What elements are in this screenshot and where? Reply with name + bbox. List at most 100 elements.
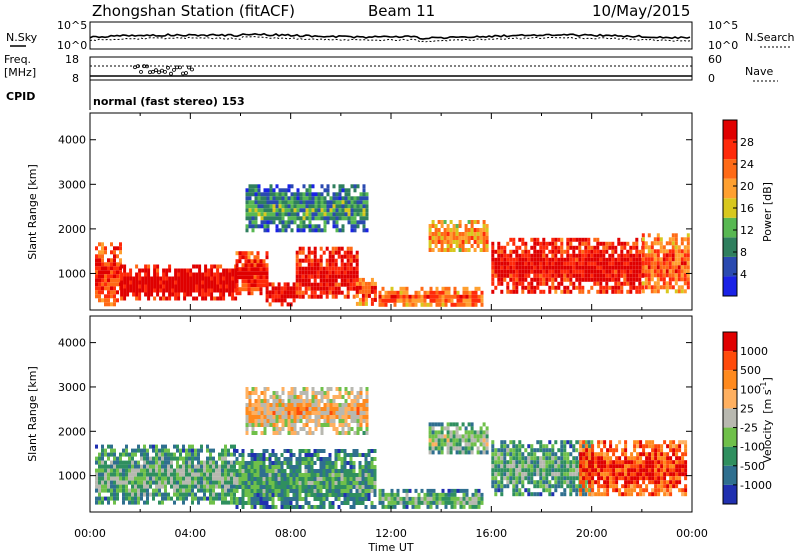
echo-cell: [539, 289, 543, 294]
echo-cell: [192, 264, 196, 269]
echo-cell: [554, 261, 558, 266]
echo-cell: [364, 461, 368, 465]
echo-cell: [266, 204, 270, 209]
echo-cell: [316, 469, 320, 473]
echo-cell: [113, 290, 116, 295]
echo-cell: [600, 484, 604, 489]
echo-cell: [104, 262, 107, 267]
echo-cell: [651, 456, 655, 461]
echo-cell: [545, 472, 549, 477]
echo-cell: [281, 200, 285, 205]
echo-cell: [647, 261, 651, 266]
echo-cell: [414, 294, 418, 299]
echo-cell: [443, 236, 447, 240]
echo-cell: [606, 452, 610, 457]
echo-cell: [609, 484, 613, 489]
echo-cell: [347, 431, 351, 435]
echo-cell: [666, 472, 670, 477]
echo-cell: [370, 277, 374, 282]
echo-cell: [593, 273, 597, 278]
echo-cell: [272, 200, 276, 205]
echo-cell: [104, 452, 107, 457]
echo-cell: [259, 279, 263, 284]
echo-cell: [334, 278, 338, 283]
echo-cell: [587, 261, 591, 266]
echo-cell: [280, 302, 284, 307]
echo-cell: [485, 228, 489, 232]
echo-cell: [269, 419, 273, 423]
echo-cell: [164, 448, 167, 453]
echo-cell: [256, 251, 260, 256]
echo-cell: [110, 460, 113, 465]
echo-cell: [611, 253, 615, 258]
echo-cell: [651, 452, 655, 457]
echo-cell: [636, 464, 640, 469]
echo-cell: [319, 254, 323, 259]
echo-cell: [119, 472, 122, 477]
echo-cell: [343, 254, 347, 259]
echo-cell: [263, 395, 267, 399]
echo-cell: [605, 281, 609, 286]
echo-cell: [453, 496, 457, 501]
echo-cell: [437, 220, 441, 224]
echo-cell: [390, 286, 394, 291]
echo-cell: [219, 272, 223, 277]
echo-cell: [584, 277, 588, 282]
echo-cell: [606, 480, 610, 485]
echo-cell: [440, 244, 444, 248]
echo-cell: [378, 294, 382, 299]
echo-cell: [426, 290, 430, 295]
echo-cell: [515, 456, 519, 461]
echo-cell: [302, 216, 306, 221]
echo-cell: [107, 488, 110, 493]
echo-cell: [641, 245, 645, 250]
echo-cell: [527, 444, 531, 449]
echo-cell: [588, 472, 592, 477]
echo-cell: [221, 452, 224, 457]
echo-cell: [491, 289, 495, 294]
echo-cell: [128, 464, 131, 469]
echo-cell: [378, 302, 382, 307]
echo-cell: [500, 277, 504, 282]
echo-cell: [594, 456, 598, 461]
echo-cell: [597, 456, 601, 461]
echo-cell: [329, 407, 333, 411]
echo-cell: [588, 476, 592, 481]
echo-cell: [596, 257, 600, 262]
echo-cell: [311, 387, 315, 391]
echo-cell: [638, 257, 642, 262]
echo-cell: [304, 473, 308, 477]
echo-cell: [132, 288, 136, 293]
echo-cell: [533, 261, 537, 266]
echo-cell: [338, 419, 342, 423]
echo-cell: [600, 472, 604, 477]
echo-cell: [227, 460, 230, 465]
echo-cell: [251, 192, 255, 197]
echo-cell: [347, 411, 351, 415]
echo-cell: [467, 232, 471, 236]
echo-cell: [153, 264, 157, 269]
echo-cell: [177, 292, 181, 297]
echo-cell: [322, 477, 326, 481]
echo-cell: [286, 302, 290, 307]
echo-cell: [455, 232, 459, 236]
echo-cell: [326, 188, 330, 193]
echo-cell: [669, 476, 673, 481]
echo-cell: [344, 403, 348, 407]
echo-cell: [123, 264, 127, 269]
echo-cell: [283, 481, 287, 485]
echo-cell: [250, 275, 254, 280]
echo-cell: [113, 484, 116, 489]
echo-cell: [512, 488, 516, 493]
echo-cell: [263, 403, 267, 407]
echo-cell: [527, 464, 531, 469]
echo-cell: [659, 269, 663, 274]
echo-cell: [542, 456, 546, 461]
echo-cell: [633, 440, 637, 445]
echo-cell: [575, 277, 579, 282]
echo-cell: [150, 276, 154, 281]
echo-cell: [203, 488, 206, 493]
echo-cell: [253, 505, 257, 509]
echo-cell: [554, 488, 558, 493]
